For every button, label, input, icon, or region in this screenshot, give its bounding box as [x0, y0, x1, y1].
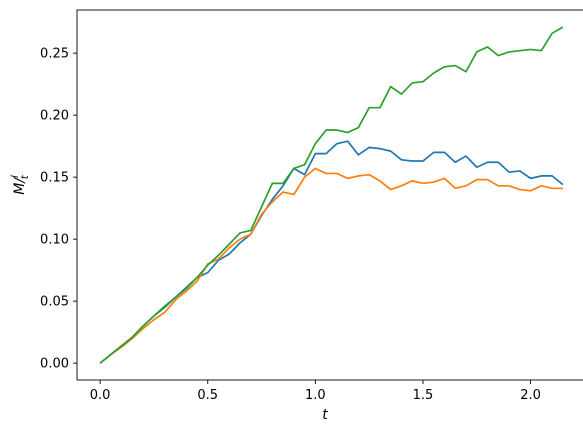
y-axis-label-slash: / — [12, 177, 28, 185]
x-tick-label: 1.0 — [305, 388, 326, 403]
y-axis-label-sub: t — [20, 174, 31, 179]
series-layer — [99, 26, 564, 364]
y-tick-label: 0.00 — [40, 357, 69, 372]
series-line-2 — [99, 167, 563, 364]
y-axis-label: M/lt — [10, 174, 31, 195]
y-tick-label: 0.25 — [40, 47, 69, 62]
x-tick-label: 0.5 — [197, 388, 218, 403]
y-tick-label: 0.10 — [40, 233, 69, 248]
x-axis-label: t — [322, 407, 328, 423]
y-tick-label: 0.20 — [40, 109, 69, 124]
x-ticks: 0.0 0.5 1.0 1.5 2.0 — [90, 380, 541, 403]
series-line-3 — [99, 26, 564, 364]
y-ticks: 0.00 0.05 0.10 0.15 0.20 0.25 — [40, 47, 77, 372]
plot-frame — [76, 9, 583, 381]
x-tick-label: 2.0 — [520, 388, 541, 403]
y-axis-label-main: M — [12, 183, 28, 195]
x-tick-label: 0.0 — [90, 388, 111, 403]
y-tick-label: 0.05 — [40, 295, 69, 310]
y-tick-label: 0.15 — [40, 171, 69, 186]
y-axis-label-sup: l — [10, 175, 21, 178]
x-tick-label: 1.5 — [413, 388, 434, 403]
